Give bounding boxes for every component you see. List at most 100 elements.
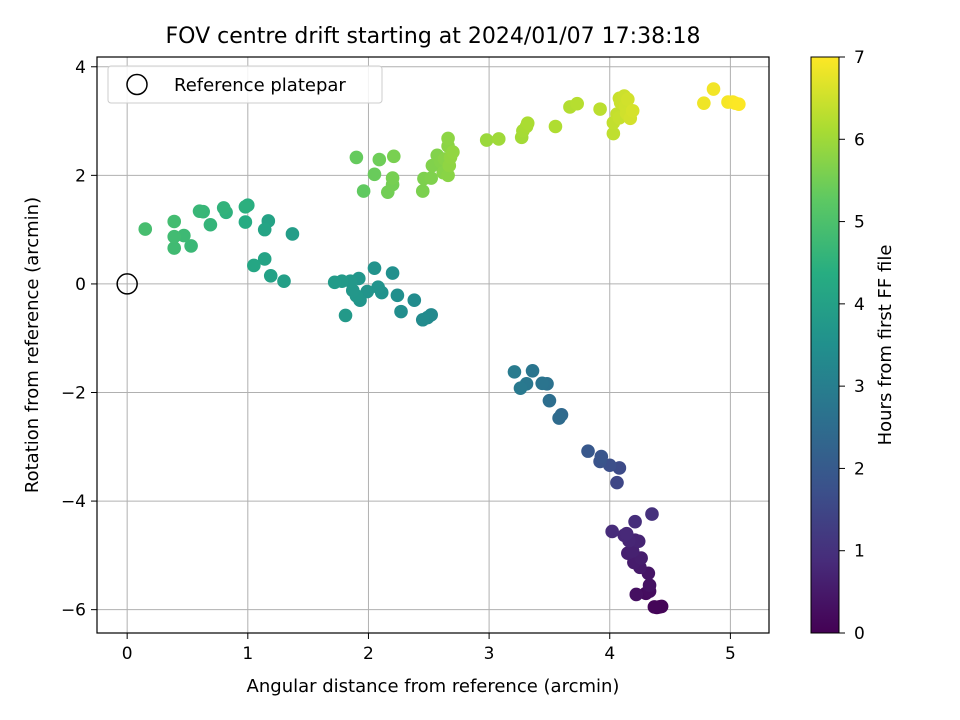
colorbar-gradient [810,56,840,634]
y-tick-label: 2 [75,166,86,186]
data-point [647,600,662,614]
legend-entry-reference-platepar: Reference platepar [174,75,346,96]
reference-layer [116,273,138,295]
y-axis-ticks: −6 −4 −2 0 2 4 [61,58,97,621]
colorbar-tick-label: 7 [854,48,865,68]
data-point [581,444,595,458]
data-point [513,381,528,395]
data-point [390,288,405,303]
data-point [594,449,609,464]
y-tick-label: −4 [61,492,86,512]
data-point [356,184,371,198]
data-point [628,514,642,529]
data-point [167,214,182,229]
y-tick-label: 4 [75,58,86,78]
data-point [192,204,207,218]
data-point [645,507,659,521]
y-tick-label: −6 [61,601,86,621]
data-point [327,275,342,290]
data-point [263,268,278,283]
data-point [257,252,272,266]
data-point [257,222,272,237]
data-point [520,116,535,131]
data-point [407,293,422,308]
data-point [525,363,540,378]
data-point [491,132,506,146]
data-point [619,526,634,541]
data-point [446,145,460,159]
data-point [535,376,549,391]
plot-background [97,57,769,633]
colorbar-tick-label: 0 [854,624,865,644]
y-tick-label: 0 [75,275,86,295]
x-tick-label: 1 [242,644,253,664]
y-axis-label: Rotation from reference (arcmin) [22,197,43,493]
data-point [238,200,253,214]
colorbar-tick-label: 5 [854,213,865,233]
data-point [394,304,408,319]
plot-area: 0 1 2 3 4 5 −6 −4 −2 0 2 4 [61,56,770,664]
x-axis-ticks: 0 1 2 3 4 5 [122,633,736,664]
data-point [629,587,644,602]
data-point [625,544,640,558]
data-point [372,152,387,167]
data-point [441,131,455,146]
data-point [167,229,182,244]
x-tick-label: 4 [604,644,615,664]
x-tick-label: 2 [363,644,374,664]
data-point [606,126,621,141]
data-point [697,96,711,110]
colorbar: 0 1 2 3 4 5 6 7 Hours from first FF file [810,48,896,644]
chart-title: FOV centre drift starting at 2024/01/07 … [166,24,701,49]
data-point [367,167,382,182]
data-point [732,97,746,112]
colorbar-tick-label: 3 [854,377,865,397]
x-axis-label: Angular distance from reference (arcmin) [247,676,620,697]
data-point [138,222,153,236]
data-point [631,534,646,549]
data-point [386,149,401,164]
data-point [415,312,430,327]
colorbar-tick-label: 4 [854,295,865,315]
colorbar-tick-label: 2 [854,459,865,479]
data-point [625,103,640,118]
data-point [216,201,231,215]
x-tick-label: 3 [484,644,495,664]
data-point [552,411,566,425]
scatter-points [138,82,746,615]
legend-box [107,65,383,104]
data-point [415,184,430,198]
colorbar-label: Hours from first FF file [875,245,896,446]
data-point [548,119,563,134]
x-tick-label: 0 [122,644,133,664]
colorbar-tick-label: 1 [854,542,865,562]
plot-frame [96,56,770,634]
colorbar-tick-label: 6 [854,130,865,150]
legend-marker-icon [126,73,148,96]
x-tick-label: 5 [725,644,736,664]
data-point [277,274,291,289]
data-point [385,266,400,280]
data-point [507,365,522,379]
data-point [385,171,400,185]
data-point [184,239,198,253]
data-point [610,475,624,490]
data-point [371,280,385,294]
data-point [247,258,261,273]
data-point [570,96,584,111]
data-point [367,261,382,275]
data-point [167,241,182,255]
data-point [479,133,494,147]
data-point [605,524,619,539]
data-point [349,150,364,165]
data-point [706,82,721,96]
data-point [238,215,253,229]
data-point [593,102,607,116]
data-point [642,578,657,593]
y-tick-label: −2 [61,384,86,404]
colorbar-ticks: 0 1 2 3 4 5 6 7 [839,48,865,644]
reference-platepar-marker [116,273,138,295]
data-point [621,92,635,107]
data-point [338,308,353,323]
